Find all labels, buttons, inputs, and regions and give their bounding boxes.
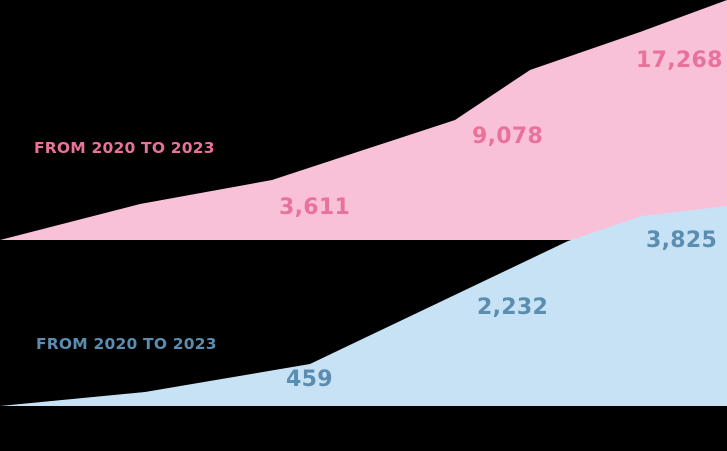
blue-value-2023: 3,825 bbox=[646, 228, 718, 253]
blue-value-2022: 2,232 bbox=[477, 295, 549, 320]
pink-value-2021: 3,611 bbox=[279, 195, 351, 220]
pink-value-2023: 17,268 bbox=[636, 48, 723, 73]
pink-area bbox=[0, 0, 727, 240]
blue-series-subtitle: FROM 2020 TO 2023 bbox=[36, 335, 217, 353]
blue-area bbox=[0, 206, 727, 406]
pink-series-subtitle: FROM 2020 TO 2023 bbox=[34, 139, 215, 157]
pink-value-2022: 9,078 bbox=[472, 124, 544, 149]
blue-value-2021: 459 bbox=[286, 367, 333, 392]
